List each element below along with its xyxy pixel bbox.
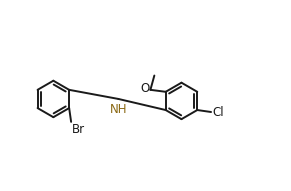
Text: NH: NH xyxy=(110,103,127,116)
Text: O: O xyxy=(140,82,149,95)
Text: Cl: Cl xyxy=(212,105,224,118)
Text: Br: Br xyxy=(72,123,85,136)
